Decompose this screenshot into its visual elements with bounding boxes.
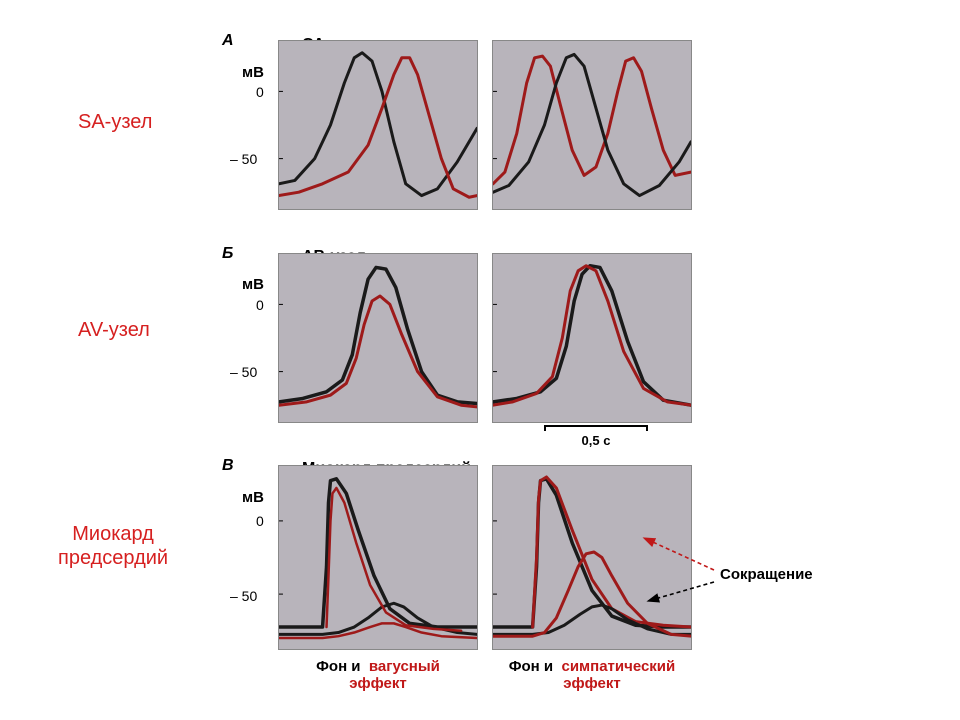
footer-c1-black: Фон и — [316, 658, 360, 675]
row-label-myocard: Миокард предсердий — [58, 522, 168, 570]
scale-bar-text: 0,5 с — [582, 433, 611, 448]
chart-r1c0 — [278, 253, 478, 423]
tick-50-r1: – 50 — [230, 364, 257, 380]
chart-r1c1 — [492, 253, 692, 423]
tick-50-r0: – 50 — [230, 151, 257, 167]
footer-c1-red: вагусный эффект — [349, 658, 440, 692]
chart-r0c1 — [492, 40, 692, 210]
axis-unit-r2: мВ — [242, 489, 264, 506]
tick-0-r0: 0 — [256, 84, 264, 100]
footer-c2-black: Фон и — [509, 658, 553, 675]
time-scale-bar: 0,5 с — [544, 427, 648, 448]
tick-0-r2: 0 — [256, 513, 264, 529]
footer-col2: Фон и симпатический эффект — [492, 658, 692, 693]
axis-unit-r1: мВ — [242, 276, 264, 293]
row-label-av: AV-узел — [78, 318, 150, 342]
axis-unit-r0: мВ — [242, 64, 264, 81]
panel-letter-b: Б — [222, 245, 233, 263]
footer-col1: Фон и вагусный эффект — [278, 658, 478, 693]
tick-0-r1: 0 — [256, 297, 264, 313]
panel-letter-a: А — [222, 32, 234, 50]
arrow-overlay — [0, 0, 960, 720]
contraction-label: Сокращение — [720, 566, 813, 583]
chart-r2c0 — [278, 465, 478, 650]
row-label-sa: SA-узел — [78, 110, 152, 134]
tick-50-r2: – 50 — [230, 588, 257, 604]
footer-c2-red: симпатический эффект — [557, 658, 675, 692]
panel-letter-c: В — [222, 457, 234, 475]
chart-r0c0 — [278, 40, 478, 210]
chart-r2c1 — [492, 465, 692, 650]
